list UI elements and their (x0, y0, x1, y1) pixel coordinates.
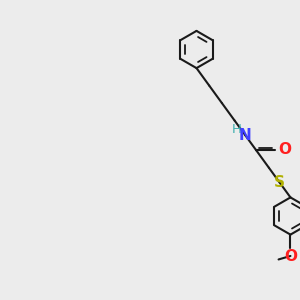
Text: O: O (284, 249, 297, 264)
Text: O: O (278, 142, 291, 157)
Text: S: S (274, 175, 285, 190)
Text: H: H (232, 124, 242, 136)
Text: N: N (239, 128, 252, 143)
